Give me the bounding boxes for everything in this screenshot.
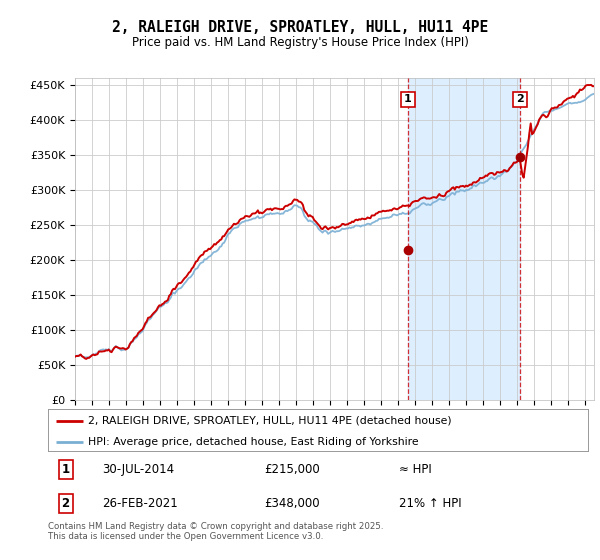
- Text: 26-FEB-2021: 26-FEB-2021: [102, 497, 178, 510]
- Text: £215,000: £215,000: [264, 463, 320, 476]
- Text: 2: 2: [62, 497, 70, 510]
- Text: 21% ↑ HPI: 21% ↑ HPI: [399, 497, 461, 510]
- Text: Price paid vs. HM Land Registry's House Price Index (HPI): Price paid vs. HM Land Registry's House …: [131, 36, 469, 49]
- Text: £348,000: £348,000: [264, 497, 320, 510]
- Text: 1: 1: [62, 463, 70, 476]
- Text: 2, RALEIGH DRIVE, SPROATLEY, HULL, HU11 4PE (detached house): 2, RALEIGH DRIVE, SPROATLEY, HULL, HU11 …: [89, 416, 452, 426]
- Text: 2: 2: [516, 94, 524, 104]
- Text: 1: 1: [404, 94, 412, 104]
- Bar: [408, 78, 520, 400]
- Text: 2, RALEIGH DRIVE, SPROATLEY, HULL, HU11 4PE: 2, RALEIGH DRIVE, SPROATLEY, HULL, HU11 …: [112, 20, 488, 35]
- Text: 30-JUL-2014: 30-JUL-2014: [102, 463, 174, 476]
- Text: HPI: Average price, detached house, East Riding of Yorkshire: HPI: Average price, detached house, East…: [89, 437, 419, 446]
- Text: Contains HM Land Registry data © Crown copyright and database right 2025.
This d: Contains HM Land Registry data © Crown c…: [48, 522, 383, 542]
- Text: ≈ HPI: ≈ HPI: [399, 463, 432, 476]
